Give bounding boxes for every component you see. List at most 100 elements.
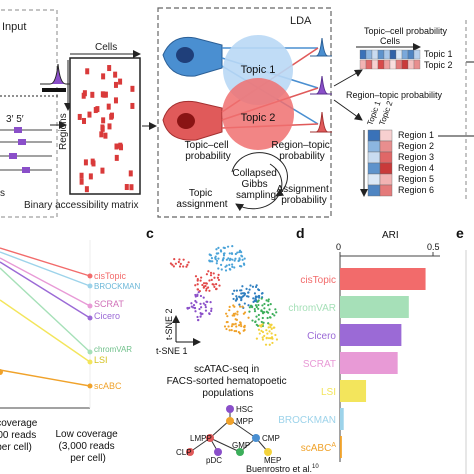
tsne-point (235, 289, 238, 292)
tree-clp: CLP (176, 448, 192, 457)
tsne-point (241, 305, 244, 308)
tsne-point (171, 263, 174, 266)
tsne-point (254, 285, 258, 289)
topic1-label: Topic 1 (241, 64, 276, 76)
tsne-point (187, 261, 190, 264)
tsne-point (271, 341, 274, 345)
tsne-point (223, 252, 226, 255)
tsne-point (225, 320, 228, 324)
tsne-point (231, 265, 234, 268)
tree-lmpp: LMPP (190, 434, 212, 443)
ari-bar-label: LSI (321, 387, 336, 398)
tsne-point (238, 258, 241, 261)
b-label-lsi: LSI (94, 355, 108, 365)
lda-label: LDA (290, 15, 312, 27)
ari-axis-title: ARI (382, 230, 399, 241)
tsne-point (192, 306, 195, 309)
matrix-mark (82, 90, 87, 97)
tsne-point (199, 302, 202, 305)
tsne-point (223, 246, 226, 250)
tsne-point (230, 325, 234, 328)
out-topic-row-2: Topic 2 (424, 60, 453, 70)
tsne-point (239, 296, 242, 299)
matrix-mark (118, 78, 123, 85)
topic-cell-heat-cell (371, 59, 379, 70)
topic-cell-heat-cell (413, 49, 421, 60)
tsne-point (235, 330, 238, 333)
topic2-label: Topic 2 (241, 112, 276, 124)
tsne2-label: t-SNE 2 (164, 308, 174, 340)
tree-pdc: pDC (206, 456, 222, 465)
tsne-point (237, 330, 240, 334)
tsne-point (223, 325, 227, 328)
node-clp (186, 448, 194, 456)
tsne-point (232, 323, 235, 326)
tsne-point (240, 298, 243, 302)
ari-bar-label: cisTopic (300, 275, 336, 286)
out-region-4: Region 4 (398, 163, 434, 173)
out-region-topic-title: Region–topic probability (346, 90, 443, 100)
tsne-point (225, 327, 228, 331)
tsne-point (240, 292, 243, 295)
tsne-point (209, 301, 212, 304)
tsne-point (243, 326, 246, 329)
panel-e-letter: e (456, 225, 464, 241)
tsne-point (229, 257, 232, 261)
tsne-point (248, 306, 251, 309)
tsne-point (177, 260, 180, 264)
tsne-point (236, 310, 239, 313)
peak-icon-3 (310, 111, 332, 133)
tsne-point (257, 313, 260, 317)
b-label-chromvar: chromVAR (94, 345, 132, 354)
tsne-point (238, 303, 241, 306)
matrix-mark (114, 154, 119, 161)
tsne-point (247, 304, 250, 307)
tsne-point (239, 323, 242, 326)
tsne-point (240, 325, 243, 328)
out-region-1: Region 1 (398, 130, 434, 140)
tsne-point (234, 257, 237, 260)
tsne-point (263, 307, 266, 310)
tsne-point (269, 325, 272, 329)
tsne-point (256, 300, 259, 303)
panel-c: c t-SNE 2 t-SNE 1 scATAC-seq in FACS-sor… (146, 225, 319, 474)
tsne-point (199, 294, 203, 298)
tsne-point (209, 274, 213, 277)
tsne-point (249, 284, 252, 287)
tsne-point (208, 259, 211, 262)
tsne-point (239, 289, 242, 292)
tsne-point (261, 323, 264, 326)
matrix-mark (90, 91, 95, 98)
tsne-point (202, 282, 206, 285)
tsne-point (228, 263, 231, 267)
panel-b-lines (0, 247, 93, 389)
tsne-point (225, 258, 228, 261)
out-region-3: Region 3 (398, 152, 434, 162)
tsne-point (230, 328, 233, 332)
tsne-point (196, 293, 199, 296)
matrix-mark (88, 173, 93, 180)
tsne-point (232, 297, 235, 301)
out-region-5: Region 5 (398, 174, 434, 184)
tsne-point (266, 332, 269, 335)
tsne-point (254, 297, 257, 300)
tsne-point (267, 300, 270, 303)
matrix-mark (107, 65, 112, 72)
tsne-point (210, 257, 214, 260)
s-label: s (0, 188, 5, 199)
tsne-point (261, 338, 265, 341)
tsne-point (241, 292, 245, 295)
matrix-mark (130, 102, 135, 109)
ari-bar (340, 408, 344, 430)
matrix-cells (77, 65, 135, 193)
tsne-point (186, 263, 189, 266)
tsne-point (228, 252, 231, 255)
tsne-point (188, 306, 191, 309)
region-topic-heat-cell (367, 151, 381, 164)
node-gmp (236, 448, 244, 456)
matrix-mark (106, 103, 111, 110)
tsne-point (267, 304, 270, 307)
matrix-mark (118, 142, 123, 149)
tsne-point (231, 258, 234, 261)
lda-to-topic-cell-arrow (333, 69, 363, 87)
